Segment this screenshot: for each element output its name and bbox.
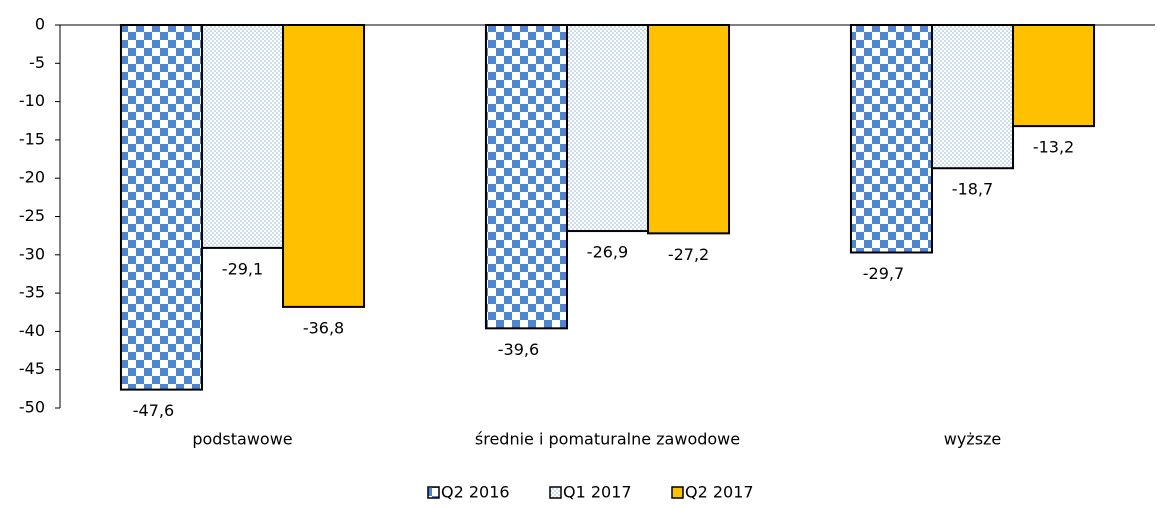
legend-label: Q2 2017	[685, 483, 754, 502]
legend-swatch	[671, 486, 684, 499]
legend-swatch	[427, 486, 440, 499]
value-label: -47,6	[133, 401, 174, 420]
bar	[282, 24, 366, 308]
y-tick-label: -15	[19, 129, 45, 148]
y-tick-label: -35	[19, 283, 45, 302]
legend-label: Q1 2017	[563, 483, 632, 502]
y-tick-label: -40	[19, 321, 45, 340]
bar	[119, 24, 203, 391]
y-tick-label: -10	[19, 91, 45, 110]
y-tick-label: -50	[19, 398, 45, 417]
bar	[647, 24, 731, 235]
legend-label: Q2 2016	[441, 483, 510, 502]
bar	[565, 24, 650, 233]
value-label: -29,7	[863, 264, 904, 283]
value-label: -36,8	[303, 318, 344, 337]
bar	[484, 24, 568, 330]
bar	[1012, 24, 1096, 128]
value-label: -39,6	[498, 340, 539, 359]
y-tick-label: 0	[35, 15, 45, 34]
y-tick-label: -25	[19, 206, 45, 225]
y-tick-label: -45	[19, 359, 45, 378]
bar	[849, 24, 933, 254]
value-label: -27,2	[668, 245, 709, 264]
y-tick-label: -30	[19, 244, 45, 263]
value-label: -13,2	[1033, 138, 1074, 157]
value-label: -18,7	[952, 180, 993, 199]
bar	[930, 24, 1015, 170]
bar	[200, 24, 285, 249]
x-tick-label: podstawowe	[192, 430, 292, 449]
x-tick-label: średnie i pomaturalne zawodowe	[475, 430, 740, 449]
x-tick-label: wyższe	[944, 430, 1002, 449]
value-label: -29,1	[222, 259, 263, 278]
value-label: -26,9	[587, 243, 628, 262]
y-tick-label: -20	[19, 168, 45, 187]
y-tick-label: -5	[29, 53, 45, 72]
legend-swatch	[549, 486, 562, 499]
